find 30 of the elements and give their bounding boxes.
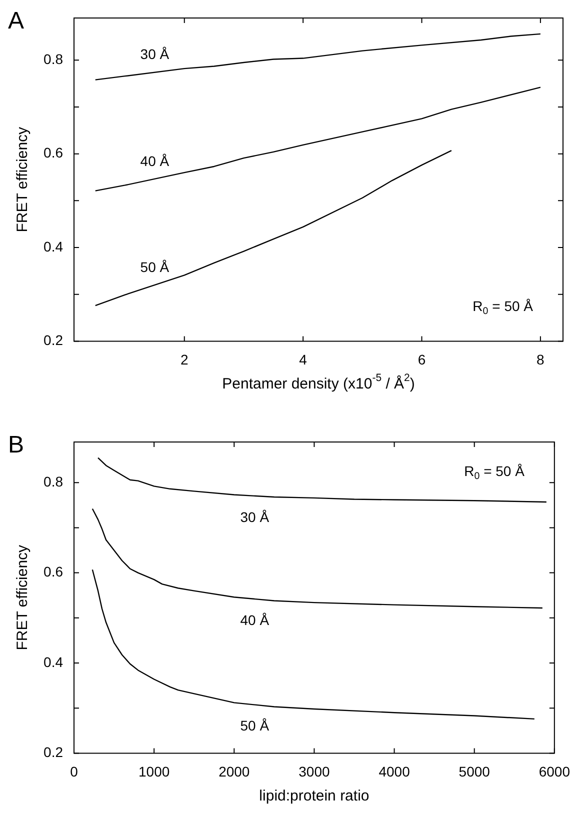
series-label: 40 Å [140, 152, 170, 169]
series-label: 50 Å [140, 258, 170, 275]
x-tick-label: 2 [180, 351, 188, 368]
series-label: 30 Å [240, 508, 270, 525]
x-tick-label: 4000 [378, 763, 410, 780]
chart-title: A [8, 8, 24, 35]
x-axis-title: lipid:protein ratio [259, 787, 370, 804]
x-tick-label: 4 [299, 351, 308, 368]
x-tick-label: 0 [70, 763, 78, 780]
y-tick-label: 0.4 [44, 654, 64, 670]
x-tick-label: 2000 [218, 763, 250, 780]
x-tick-label: 6000 [538, 763, 570, 780]
y-tick-label: 0.4 [44, 238, 64, 254]
chart-title: B [8, 432, 24, 459]
y-axis-title: FRET efficiency [14, 544, 32, 650]
series-label: 50 Å [240, 718, 270, 734]
y-axis-title: FRET efficiency [14, 126, 32, 232]
x-tick-label: 3000 [298, 763, 330, 780]
y-tick-label: 0.6 [44, 144, 64, 161]
y-tick-label: 0.8 [44, 473, 64, 490]
y-tick-label: 0.8 [44, 51, 64, 68]
series-label: 40 Å [240, 612, 270, 628]
y-tick-label: 0.6 [44, 564, 64, 580]
series-label: 30 Å [140, 46, 170, 62]
x-tick-label: 6 [418, 351, 426, 368]
y-tick-label: 0.2 [44, 332, 64, 348]
x-tick-label: 5000 [458, 763, 490, 780]
y-tick-label: 0.2 [44, 744, 64, 760]
x-tick-label: 8 [536, 351, 545, 368]
x-tick-label: 1000 [138, 763, 170, 780]
